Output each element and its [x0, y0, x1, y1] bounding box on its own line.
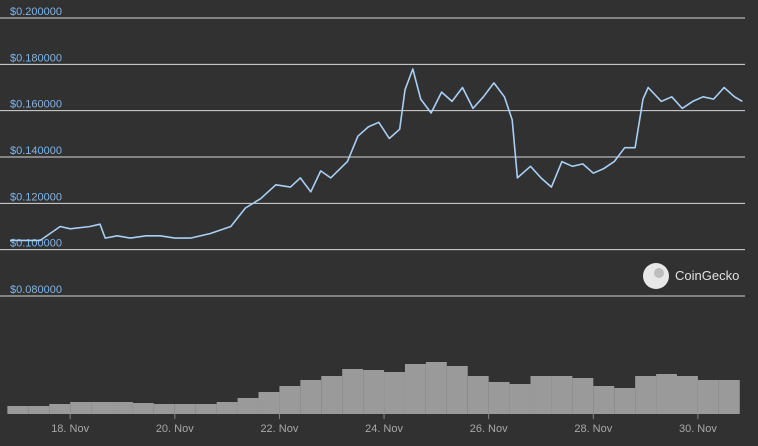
volume-bar	[635, 376, 657, 414]
volume-bar	[697, 380, 719, 414]
volume-bar	[28, 406, 50, 414]
volume-bar	[718, 380, 740, 414]
y-tick-label: $0.200000	[10, 6, 62, 18]
volume-bar	[91, 402, 113, 414]
y-tick-label: $0.140000	[10, 145, 62, 157]
y-tick-label: $0.100000	[10, 238, 62, 250]
volume-bar	[132, 403, 154, 414]
volume-bar	[279, 386, 301, 414]
volume-bar	[614, 388, 636, 414]
volume-bar	[530, 376, 552, 414]
volume-bar	[195, 404, 217, 414]
y-tick-label: $0.120000	[10, 191, 62, 203]
volume-bar	[300, 380, 322, 414]
volume-bar	[551, 376, 573, 414]
volume-bar	[70, 402, 92, 414]
watermark-logo-eye	[654, 268, 664, 278]
volume-bar	[112, 402, 133, 414]
volume-bar	[342, 369, 364, 414]
volume-bar	[656, 374, 677, 414]
volume-bar	[7, 406, 29, 414]
volume-bar	[153, 404, 175, 414]
volume-bar	[237, 398, 259, 414]
volume-bar	[49, 404, 71, 414]
volume-bar	[446, 366, 468, 414]
x-tick-label: 26. Nov	[470, 423, 508, 435]
volume-bar	[488, 382, 510, 414]
watermark-text: CoinGecko	[675, 268, 739, 283]
volume-bar	[509, 384, 531, 414]
x-tick-label: 28. Nov	[574, 423, 612, 435]
y-tick-label: $0.180000	[10, 52, 62, 64]
x-tick-label: 22. Nov	[260, 423, 298, 435]
x-tick-label: 20. Nov	[156, 423, 194, 435]
volume-bar	[572, 378, 594, 414]
price-line	[10, 68, 743, 242]
volume-bar	[384, 372, 405, 414]
volume-bar	[404, 364, 426, 414]
y-tick-label: $0.080000	[10, 284, 62, 296]
watermark: CoinGecko	[643, 263, 739, 289]
x-tick-label: 18. Nov	[51, 423, 89, 435]
volume-bar	[321, 376, 343, 414]
volume-bar	[363, 370, 385, 414]
volume-bar	[258, 392, 280, 414]
y-tick-label: $0.160000	[10, 99, 62, 111]
x-tick-label: 24. Nov	[365, 423, 403, 435]
x-tick-label: 30. Nov	[679, 423, 717, 435]
volume-bar	[676, 376, 698, 414]
volume-bar	[174, 404, 196, 414]
volume-bar	[216, 402, 238, 414]
volume-bar	[593, 386, 615, 414]
volume-bar	[425, 362, 447, 414]
volume-bar	[467, 376, 489, 414]
